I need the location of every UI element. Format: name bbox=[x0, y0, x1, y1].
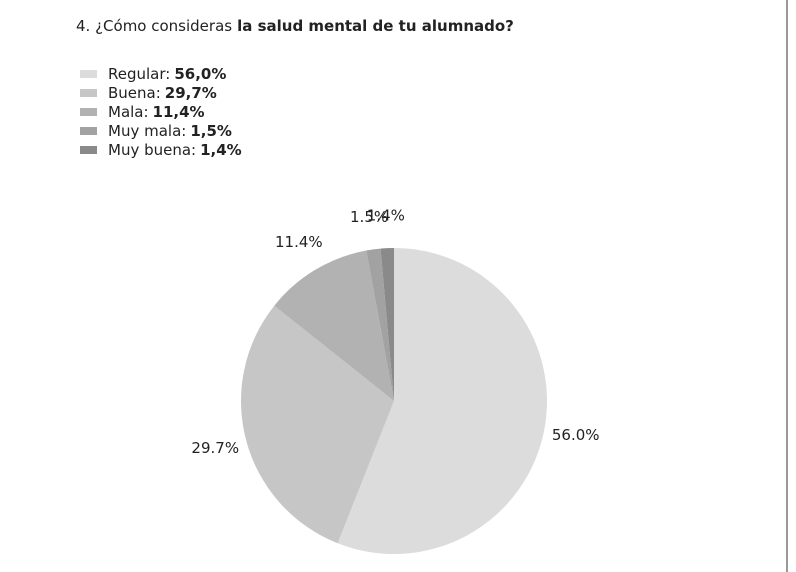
legend-name: Mala: bbox=[108, 103, 149, 121]
slice-label: 56.0% bbox=[552, 426, 600, 444]
legend-entry: Buena: 29,7% bbox=[108, 84, 217, 102]
legend-entry: Mala: 11,4% bbox=[108, 103, 205, 121]
title-prefix: 4. ¿Cómo consideras bbox=[76, 17, 232, 35]
legend-name: Buena: bbox=[108, 84, 161, 102]
legend-entry: Muy mala: 1,5% bbox=[108, 122, 232, 140]
legend-value: 11,4% bbox=[153, 103, 205, 121]
legend-name: Muy mala: bbox=[108, 122, 186, 140]
legend-value: 56,0% bbox=[174, 65, 226, 83]
slice-label: 11.4% bbox=[275, 233, 323, 251]
legend-swatch bbox=[80, 127, 97, 135]
pie-slice bbox=[240, 305, 394, 544]
legend-swatch bbox=[80, 89, 97, 97]
legend-name: Regular: bbox=[108, 65, 170, 83]
pie-slice bbox=[274, 250, 394, 401]
legend-swatch bbox=[80, 108, 97, 116]
slice-label: 1.4% bbox=[367, 207, 405, 225]
legend-swatch bbox=[80, 146, 97, 154]
title-bold: la salud mental de tu alumnado? bbox=[237, 17, 514, 35]
legend-entry: Regular: 56,0% bbox=[108, 65, 226, 83]
slice-label: 1.5% bbox=[350, 208, 388, 226]
slice-label: 29.7% bbox=[191, 439, 239, 457]
legend-swatch bbox=[80, 70, 97, 78]
legend-entry: Muy buena: 1,4% bbox=[108, 141, 242, 159]
pie-slice bbox=[380, 248, 394, 401]
pie-slice bbox=[337, 248, 547, 554]
legend-value: 29,7% bbox=[165, 84, 217, 102]
legend-name: Muy buena: bbox=[108, 141, 196, 159]
legend-value: 1,4% bbox=[200, 141, 242, 159]
legend-value: 1,5% bbox=[190, 122, 232, 140]
chart-title: 4. ¿Cómo consideras la salud mental de tu… bbox=[76, 17, 514, 35]
pie-slice bbox=[366, 248, 394, 401]
